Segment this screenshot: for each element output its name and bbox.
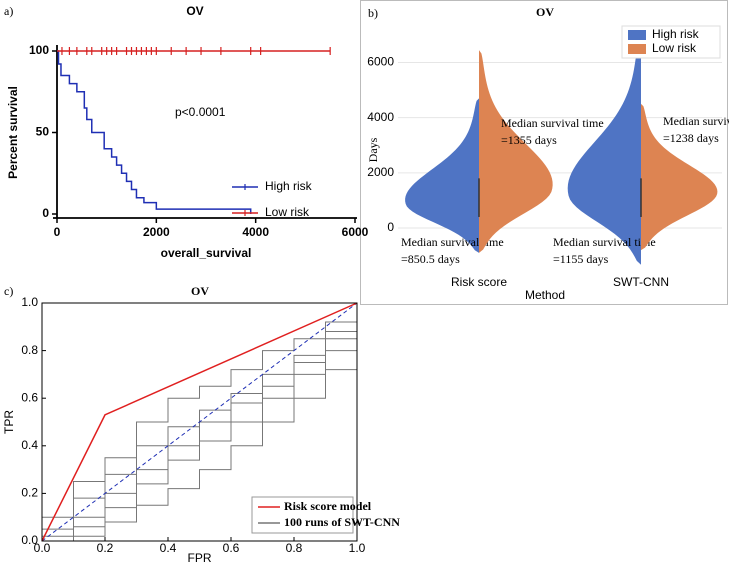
- x-tick-label: 0.6: [223, 541, 240, 555]
- y-tick-label: 0.8: [21, 343, 38, 357]
- diagonal: [41, 302, 358, 542]
- y-tick-label: 4000: [367, 110, 394, 124]
- panel-b-frame: [360, 0, 728, 305]
- annotation: Median survival time: [401, 235, 504, 249]
- panel-label: b): [368, 6, 378, 20]
- x-tick-label: 0.8: [286, 541, 303, 555]
- value-label: =1238 days: [663, 131, 719, 145]
- legend-label: High risk: [265, 179, 313, 193]
- y-tick-label: 0: [387, 220, 394, 234]
- value-label: =1355 days: [501, 133, 557, 147]
- line: [57, 50, 252, 214]
- legend-label: 100 runs of SWT-CNN: [284, 515, 400, 529]
- x-tick-label: 2000: [143, 225, 170, 239]
- legend-label: Low risk: [265, 205, 310, 219]
- legend-label: Low risk: [652, 41, 697, 55]
- x-tick-label: 0.2: [97, 541, 114, 555]
- violin-half: [405, 98, 479, 253]
- annotation: Median survival time: [553, 235, 656, 249]
- legend-swatch: [628, 30, 646, 40]
- annotation: p<0.0001: [175, 105, 226, 119]
- panel-label: a): [4, 4, 13, 18]
- x-tick-label: 6000: [342, 225, 369, 239]
- x-axis-label: overall_survival: [161, 246, 252, 260]
- y-tick-label: 1.0: [21, 295, 38, 309]
- y-axis-label: Days: [366, 137, 380, 162]
- x-tick-label: 0.0: [34, 541, 51, 555]
- legend-label: Risk score model: [284, 499, 372, 513]
- panel-label: c): [4, 284, 13, 298]
- line: [41, 303, 358, 541]
- x-tick-label: 4000: [242, 225, 269, 239]
- y-tick-label: 0.4: [21, 438, 38, 452]
- x-axis-label: FPR: [188, 551, 212, 565]
- plot-frame: [41, 302, 358, 542]
- x-axis-label: Method: [525, 288, 565, 302]
- value-label: =1155 days: [553, 252, 609, 266]
- chart-title: OV: [191, 284, 209, 298]
- y-tick-label: 0: [42, 206, 49, 220]
- x-tick-label: Risk score: [451, 275, 507, 289]
- y-tick-label: 6000: [367, 55, 394, 69]
- x-tick-label: 1.0: [349, 541, 366, 555]
- y-tick-label: 100: [29, 43, 49, 57]
- x-tick-label: SWT-CNN: [613, 275, 669, 289]
- chart-title: OV: [186, 4, 203, 18]
- legend-box: [251, 496, 354, 534]
- line: [41, 302, 358, 542]
- annotation: Median survival time: [663, 114, 729, 128]
- violin-half: [479, 50, 553, 253]
- y-tick-label: 0.6: [21, 390, 38, 404]
- line: [41, 303, 358, 541]
- legend-swatch: [628, 44, 646, 54]
- y-tick-label: 50: [36, 125, 50, 139]
- y-axis-label: Percent survival: [6, 86, 20, 179]
- line: [42, 303, 358, 542]
- y-tick-label: 2000: [367, 165, 394, 179]
- violin-half: [641, 103, 718, 251]
- line: [41, 303, 358, 541]
- value-label: =850.5 days: [401, 252, 460, 266]
- legend-label: High risk: [652, 27, 700, 41]
- annotation: Median survival time: [501, 116, 604, 130]
- x-tick-label: 0: [54, 225, 61, 239]
- y-axis-label: TPR: [2, 410, 16, 434]
- chart-title: OV: [536, 5, 554, 19]
- violin-half: [567, 34, 641, 265]
- y-tick-label: 0.2: [21, 486, 38, 500]
- y-tick-label: 0.0: [21, 533, 38, 547]
- x-tick-label: 0.4: [160, 541, 177, 555]
